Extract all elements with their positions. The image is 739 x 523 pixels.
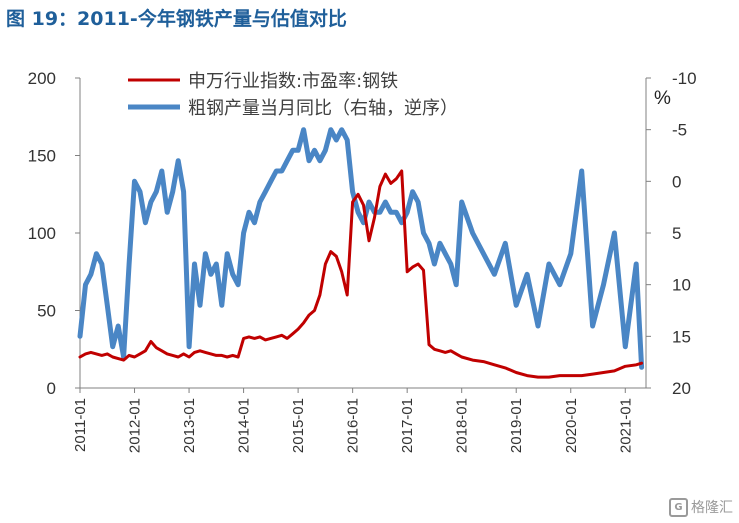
right-tick-label: 15 — [672, 327, 691, 346]
right-axis-unit: % — [654, 88, 671, 109]
left-axis-ticks: 0 50 100 150 200 — [28, 69, 80, 398]
right-tick-label: 0 — [672, 172, 681, 191]
right-tick-label: 5 — [672, 224, 681, 243]
series-line-pe-ratio — [78, 169, 644, 379]
right-tick-label: 10 — [672, 276, 691, 295]
right-tick-label: -5 — [672, 121, 687, 140]
x-tick-label: 2011-01 — [72, 398, 89, 452]
left-tick-label: 200 — [28, 69, 56, 88]
left-tick-label: 100 — [28, 224, 56, 243]
left-tick-label: 150 — [28, 147, 56, 166]
right-tick-label: 20 — [672, 379, 691, 398]
x-tick-label: 2017-01 — [399, 398, 416, 453]
x-tick-label: 2016-01 — [345, 398, 362, 453]
left-tick-label: 0 — [47, 379, 56, 398]
left-tick-label: 50 — [37, 302, 56, 321]
series-layer — [77, 127, 645, 379]
x-tick-label: 2012-01 — [127, 398, 144, 453]
watermark-logo-icon: G — [669, 497, 688, 517]
right-axis-ticks: -10 -5 0 5 10 15 20 — [646, 69, 697, 398]
chart-axes — [79, 78, 647, 389]
right-tick-label: -10 — [672, 69, 697, 88]
legend-label: 申万行业指数:市盈率:钢铁 — [188, 71, 398, 92]
series-line-steel-output-yoy — [77, 127, 645, 370]
x-tick-label: 2015-01 — [290, 398, 307, 453]
x-tick-label: 2014-01 — [236, 398, 253, 453]
x-axis-ticks: 2011-01 2012-01 2013-01 2014-01 2015-01 2016-… — [72, 388, 634, 453]
watermark: G 格隆汇 — [669, 497, 733, 517]
watermark-text: 格隆汇 — [691, 500, 733, 516]
x-tick-label: 2019-01 — [508, 398, 525, 453]
legend-label: 粗钢产量当月同比（右轴，逆序） — [188, 98, 458, 119]
x-tick-label: 2018-01 — [454, 398, 471, 453]
x-tick-label: 2021-01 — [617, 398, 634, 453]
figure-title: 图 19：2011-今年钢铁产量与估值对比 — [6, 8, 347, 30]
x-tick-label: 2013-01 — [181, 398, 198, 453]
x-tick-label: 2020-01 — [563, 398, 580, 453]
